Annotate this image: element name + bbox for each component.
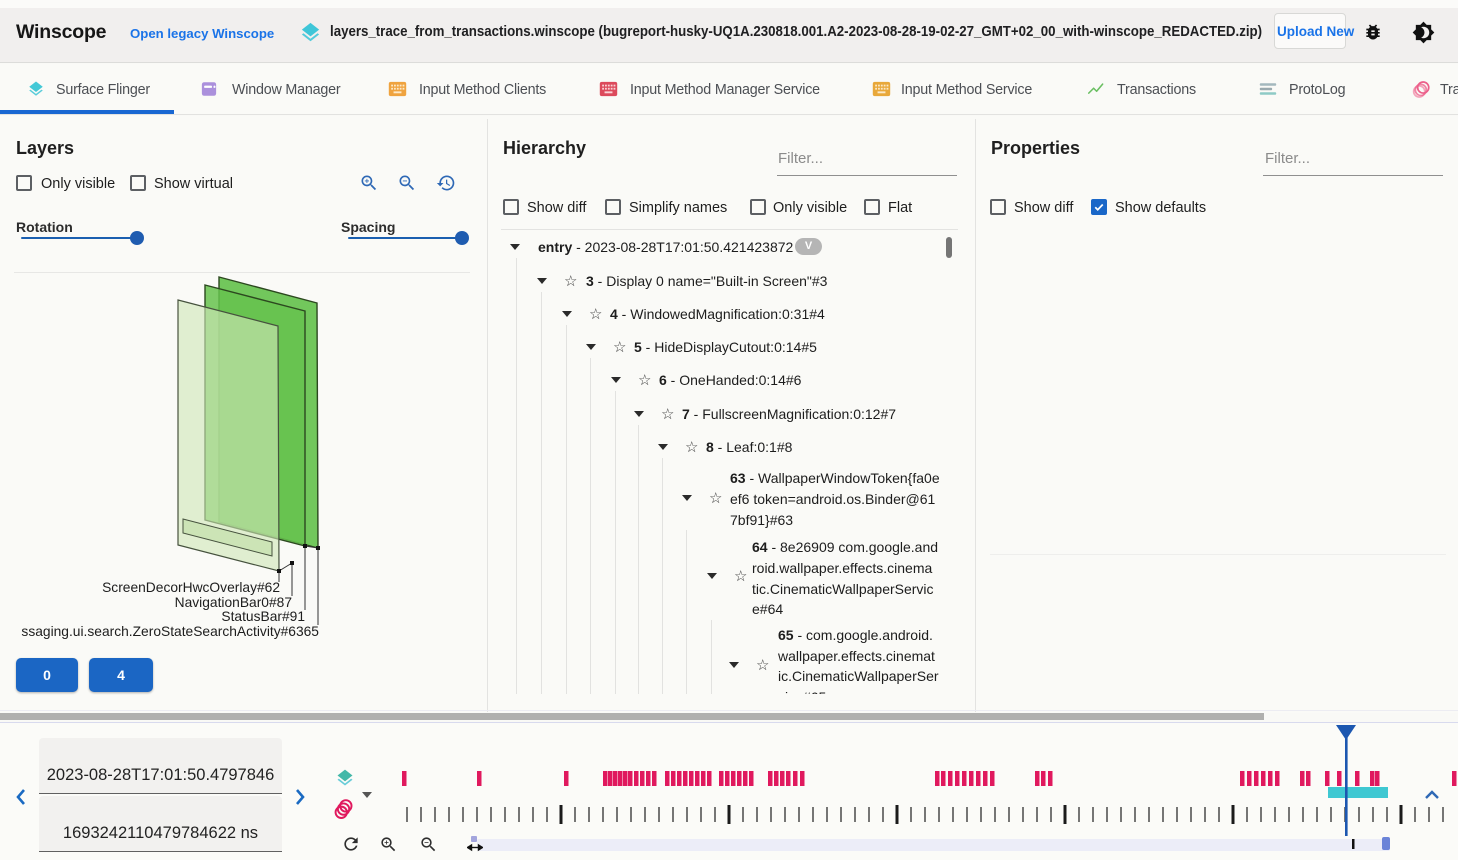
svg-text:ssaging.ui.search.ZeroStateSea: ssaging.ui.search.ZeroStateSearchActivit… (21, 624, 319, 639)
svg-text:StatusBar#91: StatusBar#91 (221, 609, 305, 624)
svg-text:ScreenDecorHwcOverlay#62: ScreenDecorHwcOverlay#62 (102, 580, 280, 595)
svg-text:NavigationBar0#87: NavigationBar0#87 (175, 595, 292, 610)
